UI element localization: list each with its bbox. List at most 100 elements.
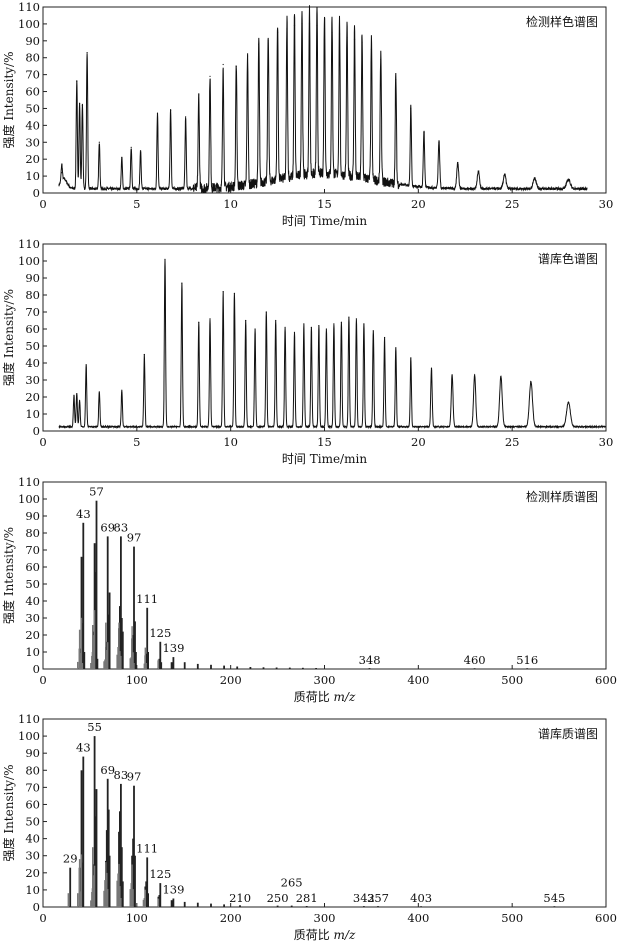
peak-point-35 — [474, 374, 476, 376]
spectrum-bar-40 — [223, 665, 225, 669]
x-axis-label: 时间 Time/min — [282, 452, 367, 466]
spectrum-bar-shoulder — [117, 873, 119, 907]
peak-point-31 — [361, 41, 363, 44]
chart-panel-4: 0 10 20 30 40 50 60 70 80 90 100 110 0 100 200 300 400 50… — [1, 712, 617, 942]
peak-point-17 — [246, 55, 249, 57]
peak-point-14 — [245, 319, 247, 322]
peak-label-2: 43 — [76, 741, 91, 755]
chromatogram-trace — [58, 259, 607, 430]
peak-point-33 — [430, 367, 433, 369]
chromatogram-trace — [58, 5, 588, 194]
spectrum-bar-shoulder — [144, 647, 146, 669]
spectrum-bar-shoulder — [131, 864, 133, 907]
peak-point-37 — [530, 381, 532, 383]
peak-point-34 — [451, 374, 453, 376]
peak-point-38 — [567, 401, 570, 403]
y-tick-label: 20 — [25, 628, 40, 642]
spectrum-bar-9 — [94, 816, 97, 907]
spectrum-bar-shoulder — [131, 626, 133, 669]
peak-point-41 — [534, 177, 536, 179]
x-tick-label: 200 — [220, 911, 242, 925]
spectrum-bar-1 — [69, 867, 72, 907]
spectrum-bar-10 — [95, 789, 98, 907]
y-tick-label: 110 — [18, 475, 40, 489]
peak-label-11: 250 — [267, 891, 289, 905]
peak-point-10 — [198, 321, 200, 323]
peak-point-15 — [254, 328, 256, 330]
x-tick-label: 5 — [133, 435, 140, 449]
peak-point-25 — [340, 321, 342, 323]
peak-point-8 — [130, 146, 132, 148]
spectrum-bar-shoulder — [92, 847, 94, 907]
spectrum-bar-4 — [82, 522, 85, 669]
spectrum-bar-23 — [133, 785, 135, 907]
x-tick-label: 100 — [126, 673, 148, 687]
x-tick-label: 400 — [407, 911, 429, 925]
spectrum-bar-5 — [83, 652, 86, 669]
spectrum-bar-shoulder — [116, 880, 118, 907]
y-tick-label: 0 — [33, 900, 40, 914]
peak-point-27 — [331, 31, 333, 33]
chart-panel-1: 0 10 20 30 40 50 60 70 80 90 100 110 0 5 10 15 20 25 30 强度 … — [1, 0, 613, 228]
peak-point-30 — [353, 38, 356, 40]
spectrum-bar-shoulder — [143, 663, 145, 669]
y-tick-label: 60 — [25, 322, 40, 336]
peak-point-28 — [363, 323, 365, 325]
spectrum-bar-38 — [196, 663, 199, 669]
spectrum-bar-shoulder — [133, 663, 135, 669]
spectrum-bar-49 — [473, 668, 476, 669]
peak-point-31 — [395, 347, 397, 349]
peak-point-20 — [303, 323, 305, 325]
peak-label-12: 265 — [281, 876, 303, 890]
spectrum-bar-37 — [223, 904, 225, 907]
y-tick-label: 50 — [25, 101, 40, 115]
y-axis-label: 强度 Intensity/% — [1, 527, 16, 624]
spectrum-bar-15 — [108, 855, 111, 907]
spectrum-bar-29 — [146, 607, 149, 669]
peak-point-13 — [233, 292, 236, 294]
spectrum-bar-shoulder — [129, 658, 131, 669]
spectrum-bar-35 — [170, 662, 173, 669]
peak-label-2: 57 — [89, 485, 104, 499]
spectrum-bar-37 — [183, 662, 186, 669]
spectrum-bar-shoulder — [103, 661, 105, 669]
spectrum-bar-43 — [262, 667, 265, 669]
spectrum-bar-33 — [172, 898, 175, 907]
spectrum-bar-38 — [239, 905, 241, 907]
spectrum-bar-25 — [134, 621, 136, 669]
spectrum-bar-32 — [170, 900, 173, 907]
spectrum-bar-shoulder — [80, 854, 83, 907]
y-tick-label: 80 — [25, 526, 40, 540]
spectrum-bar-9 — [94, 572, 97, 669]
y-tick-label: 100 — [18, 254, 40, 268]
peak-point-18 — [284, 326, 286, 328]
peak-label-10: 210 — [229, 891, 251, 905]
spectrum-bar-shoulder — [104, 880, 106, 907]
peak-point-32 — [370, 48, 373, 50]
x-tick-label: 25 — [505, 435, 520, 449]
spectrum-bar-42 — [363, 906, 365, 907]
peak-label-8: 139 — [162, 641, 184, 655]
spectrum-bar-shoulder — [116, 654, 118, 669]
peak-point-29 — [346, 36, 348, 39]
peak-point-21 — [310, 326, 312, 328]
spectrum-bar-shoulder — [142, 899, 145, 907]
spectrum-bar-21 — [121, 631, 124, 669]
y-tick-label: 30 — [25, 373, 40, 387]
y-tick-label: 0 — [33, 186, 40, 200]
y-tick-label: 10 — [25, 883, 40, 897]
spectrum-bar-2 — [80, 556, 83, 669]
peak-point-5 — [98, 391, 100, 393]
peak-point-36 — [500, 376, 502, 378]
spectrum-bar-50 — [526, 668, 529, 669]
peak-point-29 — [372, 330, 374, 332]
y-tick-label: 40 — [25, 356, 40, 370]
x-tick-label: 500 — [501, 673, 523, 687]
y-tick-label: 50 — [25, 815, 40, 829]
peak-label-1: 43 — [76, 507, 91, 521]
spectrum-bar-shoulder — [119, 651, 121, 669]
peak-point-2 — [76, 80, 78, 82]
peak-point-8 — [164, 258, 166, 260]
spectrum-bar-3 — [80, 770, 83, 907]
spectrum-bar-35 — [196, 902, 199, 907]
